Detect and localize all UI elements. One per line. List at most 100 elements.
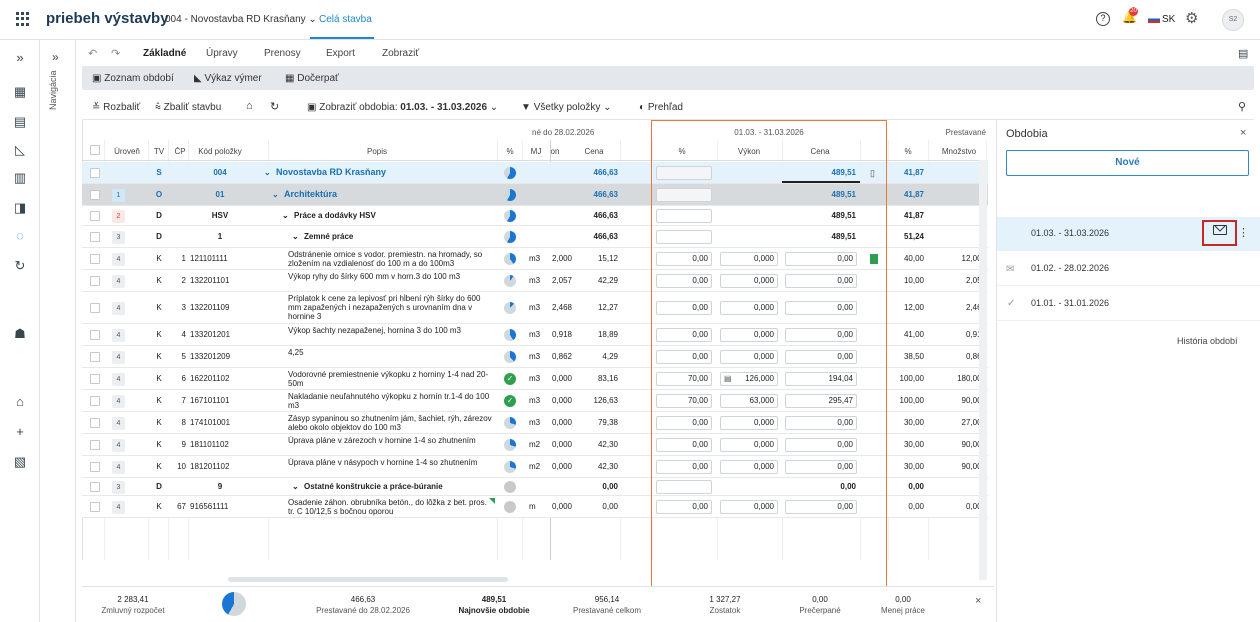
row-checkbox[interactable] xyxy=(90,502,100,512)
row-cur-price-input[interactable]: 0,00 xyxy=(785,328,857,342)
row-cur-pct-input[interactable]: 0,00 xyxy=(656,416,712,430)
row-checkbox[interactable] xyxy=(90,168,100,178)
periods-list-button[interactable]: ▣ Zoznam období xyxy=(92,73,174,84)
chart-icon[interactable]: ▧ xyxy=(13,454,27,469)
period-item[interactable]: 01.01. - 31.01.2026 xyxy=(997,287,1260,321)
chevron-down-icon[interactable]: ⌄ xyxy=(282,211,289,220)
row-checkbox[interactable] xyxy=(90,374,100,384)
table-row[interactable]: 4 K 7 167101101 Nakladanie neuľahnutého výko… xyxy=(82,390,988,412)
dashboard-icon[interactable]: ▦ xyxy=(13,84,27,99)
row-cur-pct-input[interactable]: 0,00 xyxy=(656,500,712,514)
row-cur-price-input[interactable]: 0,00 xyxy=(785,350,857,364)
new-period-button[interactable]: Nové xyxy=(1006,150,1249,176)
home-button[interactable]: ⌂ xyxy=(246,100,253,112)
row-checkbox[interactable] xyxy=(90,418,100,428)
undo-icon[interactable]: ↶ xyxy=(88,48,98,60)
row-cur-perf-input[interactable]: 63,000 xyxy=(720,394,778,408)
row-cur-price-input[interactable]: 295,47 xyxy=(785,394,857,408)
row-cur-pct-input[interactable] xyxy=(656,166,712,180)
row-cur-pct-input[interactable]: 70,00 xyxy=(656,394,712,408)
row-cur-perf-input[interactable]: 0,000 xyxy=(720,438,778,452)
row-cur-pct-input[interactable] xyxy=(656,209,712,223)
table-row[interactable]: 4 K 1 121101111 Odstránenie ornice s vodor. … xyxy=(82,248,988,270)
table-row[interactable]: 4 K 10 181201102 Úprava pláne v násypoch v h… xyxy=(82,456,988,478)
table-row[interactable]: 4 K 6 162201102 Vodorovné premiestnenie výko… xyxy=(82,368,988,390)
row-cur-perf-input[interactable]: 0,000 xyxy=(720,301,778,315)
row-cur-price-input[interactable]: 0,00 xyxy=(785,438,857,452)
table-row[interactable]: 4 K 2 132201101 Výkop ryhy do šírky 600 mm v… xyxy=(82,270,988,292)
row-checkbox[interactable] xyxy=(90,352,100,362)
row-cur-pct-input[interactable]: 0,00 xyxy=(656,350,712,364)
history-link[interactable]: História období xyxy=(1177,336,1238,346)
column-header-done_qty[interactable]: Množstvo xyxy=(941,147,977,156)
row-cur-pct-input[interactable] xyxy=(656,230,712,244)
tab-prenosy[interactable]: Prenosy xyxy=(264,48,301,59)
row-checkbox[interactable] xyxy=(90,482,100,492)
row-cur-pct-input[interactable] xyxy=(656,188,712,202)
row-checkbox[interactable] xyxy=(90,462,100,472)
panel-close-icon[interactable]: × xyxy=(1240,127,1247,139)
progress-icon[interactable]: ◌ xyxy=(16,228,24,243)
row-checkbox[interactable] xyxy=(90,232,100,242)
document-icon[interactable]: ▯ xyxy=(870,168,875,178)
document-icon[interactable]: ▤ xyxy=(13,114,27,129)
report-button[interactable]: ◣ Výkaz výmer xyxy=(194,73,262,84)
row-checkbox[interactable] xyxy=(90,440,100,450)
tab-zobrazit[interactable]: Zobraziť xyxy=(382,48,420,59)
column-header-desc[interactable]: Popis xyxy=(366,147,387,156)
footer-close-icon[interactable]: × xyxy=(975,595,982,607)
mail-icon[interactable] xyxy=(1213,220,1227,235)
expand-rail-icon[interactable]: » xyxy=(16,50,24,65)
row-cur-pct-input[interactable]: 0,00 xyxy=(656,328,712,342)
chevron-down-icon[interactable]: ⌄ xyxy=(272,190,279,199)
column-header-tv[interactable]: TV xyxy=(153,147,165,156)
items-filter[interactable]: ▼ Všetky položky ⌄ xyxy=(521,102,612,113)
row-cur-price-input[interactable]: 0,00 xyxy=(785,252,857,266)
table-icon[interactable]: ▥ xyxy=(13,170,27,185)
table-row[interactable]: S 004 ⌄ Novostavba RD Krasňany 466,63 489,51 ▯… xyxy=(82,162,988,184)
row-cur-price-input[interactable]: 0,00 xyxy=(785,416,857,430)
chevron-down-icon[interactable]: ⌄ xyxy=(264,168,271,177)
row-cur-perf-input[interactable]: 0,000 xyxy=(720,252,778,266)
row-checkbox[interactable] xyxy=(90,254,100,264)
refresh-icon[interactable]: ↻ xyxy=(270,101,280,113)
row-cur-price-input[interactable]: 194,04 xyxy=(785,372,857,386)
table-row[interactable]: 3 D 9 ⌄ Ostatné konštrukcie a práce-búranie 0… xyxy=(82,478,988,496)
row-cur-perf-input[interactable]: 0,000 xyxy=(720,416,778,430)
row-cur-perf-input[interactable]: 0,000 xyxy=(720,460,778,474)
table-row[interactable]: 2 D HSV ⌄ Práce a dodávky HSV 466,63 489,51 41,… xyxy=(82,206,988,226)
table-row[interactable]: 1 O 01 ⌄ Architektúra 466,63 489,51 41,87 xyxy=(82,184,988,206)
collapse-button[interactable]: ⩯ Zbaliť stavbu xyxy=(155,102,222,113)
row-checkbox[interactable] xyxy=(90,276,100,286)
expand-nav-icon[interactable]: » xyxy=(52,50,59,64)
row-cur-price-input[interactable]: 0,00 xyxy=(785,460,857,474)
row-cur-pct-input[interactable] xyxy=(656,480,712,494)
vertical-scrollbar[interactable] xyxy=(979,160,987,580)
map-icon[interactable]: ◨ xyxy=(13,200,27,215)
row-cur-price-input[interactable]: 0,00 xyxy=(785,301,857,315)
worker-icon[interactable]: ☗ xyxy=(14,326,26,341)
horizontal-scrollbar[interactable] xyxy=(228,577,508,582)
row-checkbox[interactable] xyxy=(90,330,100,340)
comment-icon[interactable]: ▤ xyxy=(1238,48,1249,60)
tab-export[interactable]: Export xyxy=(326,48,355,59)
period-item[interactable]: 01.02. - 28.02.2026 xyxy=(997,252,1260,286)
select-all-checkbox[interactable] xyxy=(90,145,100,155)
more-options-icon[interactable]: ⋮ xyxy=(1238,227,1249,239)
column-header-prev_qty[interactable]: on xyxy=(550,147,560,156)
expand-button[interactable]: ≚ Rozbaliť xyxy=(92,102,141,113)
row-cur-perf-input[interactable]: 126,000 xyxy=(720,372,778,386)
row-cur-pct-input[interactable]: 0,00 xyxy=(656,301,712,315)
table-row[interactable]: 4 K 3 132201109 Príplatok k cene za lepivosť… xyxy=(82,292,988,324)
row-cur-perf-input[interactable]: 0,000 xyxy=(720,350,778,364)
chevron-down-icon[interactable]: ⌄ xyxy=(292,482,299,491)
row-checkbox[interactable] xyxy=(90,190,100,200)
tab-upravy[interactable]: Úpravy xyxy=(206,48,238,59)
chevron-down-icon[interactable]: ⌄ xyxy=(292,232,299,241)
column-header-code[interactable]: Kód položky xyxy=(198,147,242,156)
row-cur-pct-input[interactable]: 0,00 xyxy=(656,274,712,288)
column-header-cp[interactable]: ČP xyxy=(174,147,186,156)
gear-icon[interactable]: ⚙ xyxy=(1185,10,1199,27)
column-header-mj[interactable]: MJ xyxy=(530,147,542,156)
navigation-label[interactable]: Navigácia xyxy=(48,70,58,110)
